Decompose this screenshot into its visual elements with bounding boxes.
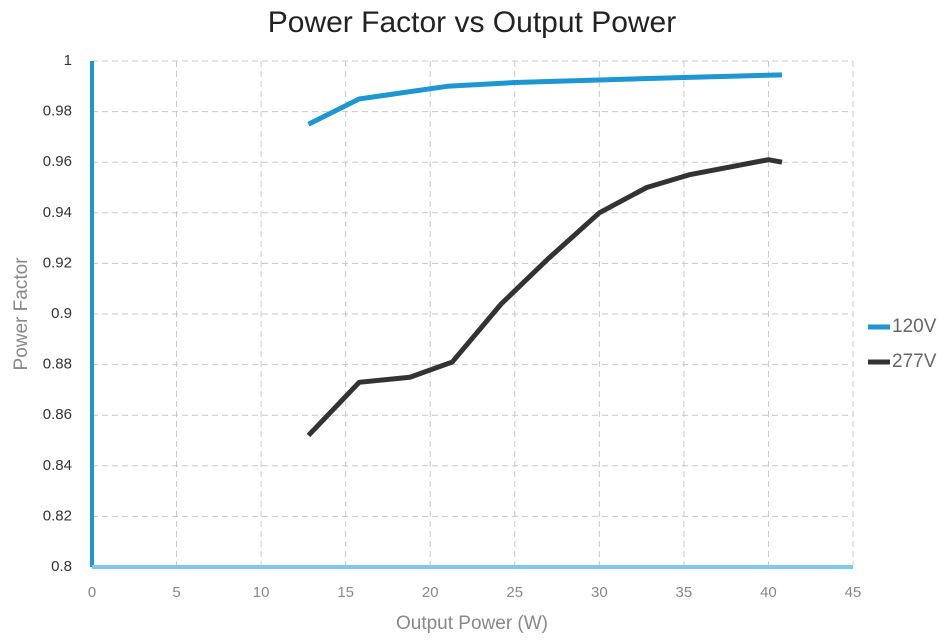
x-tick-label: 25 <box>506 584 523 601</box>
x-axis-label: Output Power (W) <box>396 613 548 634</box>
x-tick-label: 0 <box>88 584 96 601</box>
y-tick-label: 0.92 <box>43 254 72 271</box>
y-tick-label: 0.9 <box>51 305 72 322</box>
x-tick-label: 5 <box>172 584 180 601</box>
y-axis-label: Power Factor <box>11 257 32 371</box>
x-tick-label: 15 <box>337 584 354 601</box>
line-series <box>306 157 783 438</box>
y-tick-label: 0.96 <box>43 153 72 170</box>
x-tick-label: 20 <box>422 584 439 601</box>
x-tick-label: 45 <box>845 584 862 601</box>
y-tick-label: 0.8 <box>51 558 72 575</box>
y-tick-label: 0.94 <box>43 204 72 221</box>
y-tick-label: 1 <box>64 52 72 69</box>
y-tick-label: 0.84 <box>43 457 72 474</box>
y-tick-label: 0.98 <box>43 103 72 120</box>
legend-label: 120V <box>892 316 937 337</box>
legend-label: 277V <box>892 351 937 372</box>
line-series <box>307 72 783 127</box>
x-tick-label: 40 <box>760 584 777 601</box>
x-tick-label: 30 <box>591 584 608 601</box>
chart-title: Power Factor vs Output Power <box>268 6 677 39</box>
x-tick-label: 35 <box>676 584 693 601</box>
y-tick-label: 0.86 <box>43 406 72 423</box>
x-tick-label: 10 <box>253 584 270 601</box>
y-tick-label: 0.88 <box>43 356 72 373</box>
y-tick-label: 0.82 <box>43 507 72 524</box>
